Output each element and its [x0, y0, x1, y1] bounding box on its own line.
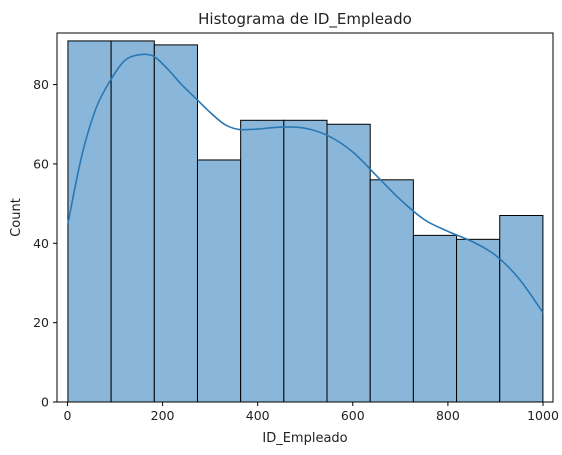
x-tick-label: 400: [246, 408, 270, 423]
histogram-bar: [196, 159, 242, 403]
x-tick-label: 0: [63, 408, 71, 423]
chart-title: Histograma de ID_Empleado: [198, 10, 412, 29]
histogram-bar: [153, 44, 198, 403]
bars-layer: [67, 40, 544, 403]
histogram-bar: [412, 234, 458, 403]
histogram-bar: [499, 215, 544, 403]
histogram-bar: [326, 123, 371, 403]
histogram-bar: [110, 40, 155, 403]
x-tick-label: 1000: [527, 408, 559, 423]
x-tick-label: 800: [436, 408, 460, 423]
y-tick-label: 80: [33, 77, 49, 92]
x-tick-label: 200: [151, 408, 175, 423]
histogram-bar: [456, 238, 501, 403]
y-tick-label: 0: [41, 395, 49, 410]
kde-curve: [67, 53, 544, 314]
y-tick-label: 20: [33, 315, 49, 330]
y-axis-label: Count: [9, 198, 24, 237]
histogram-bar: [67, 40, 112, 403]
x-axis-ticks: 0 200 400 600 800 1000: [63, 402, 559, 423]
histogram-bar: [283, 119, 328, 403]
y-tick-label: 60: [33, 156, 49, 171]
kde-layer: [67, 53, 544, 314]
x-axis-label: ID_Empleado: [262, 431, 347, 446]
histogram-bar: [240, 119, 285, 403]
x-tick-label: 600: [341, 408, 365, 423]
y-tick-label: 40: [33, 236, 49, 251]
plot-frame: [56, 32, 554, 403]
y-axis-ticks: 0 20 40 60 80: [33, 77, 57, 410]
histogram-bar: [369, 179, 414, 403]
